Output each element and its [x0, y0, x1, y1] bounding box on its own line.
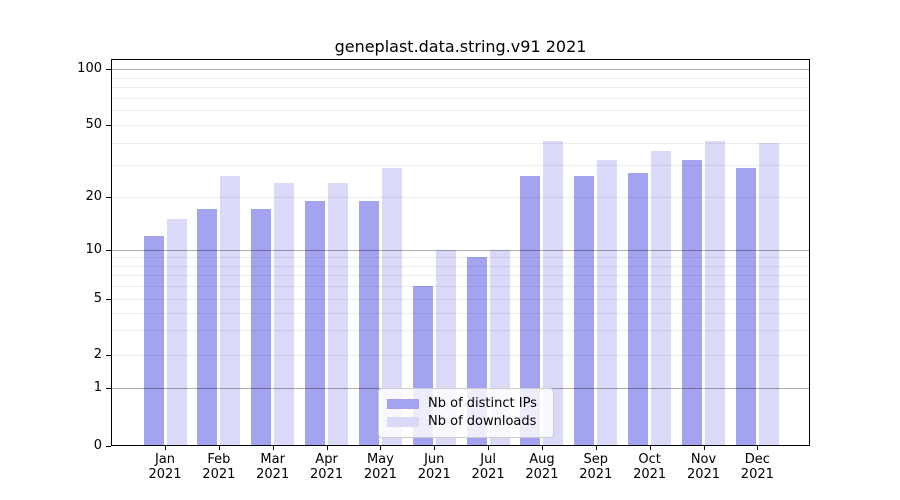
bar-nb-of-downloads-may	[381, 167, 402, 446]
y-tick-label-100: 100	[77, 61, 102, 76]
y-tick-label-50: 50	[85, 117, 102, 132]
y-gridline-minor-7	[112, 275, 809, 277]
x-tick-label-apr: Apr 2021	[310, 452, 344, 482]
legend-swatch-distinct-ips-icon	[387, 399, 419, 409]
bar-nb-of-distinct-ips-oct	[628, 173, 649, 446]
x-tick-mark-aug	[541, 446, 543, 450]
x-tick-mark-oct	[649, 446, 651, 450]
x-tick-mark-jul	[488, 446, 490, 450]
y-gridline-minor-6	[112, 286, 809, 288]
bar-nb-of-downloads-jan	[166, 218, 187, 446]
bar-nb-of-distinct-ips-jan	[143, 236, 164, 446]
x-tick-label-oct: Oct 2021	[633, 452, 667, 482]
legend-label-downloads: Nb of downloads	[428, 414, 537, 429]
x-tick-label-feb: Feb 2021	[202, 452, 236, 482]
legend-swatch-downloads-icon	[387, 417, 419, 427]
bar-nb-of-distinct-ips-nov	[682, 160, 702, 446]
x-tick-label-dec: Dec 2021	[740, 452, 774, 482]
chart-title: geneplast.data.string.v91 2021	[334, 37, 587, 56]
y-gridline-minor-80	[112, 87, 809, 89]
y-tick-mark-2	[106, 355, 111, 356]
y-gridline-minor-3	[112, 330, 809, 332]
y-tick-label-20: 20	[85, 189, 102, 204]
y-tick-label-2: 2	[93, 347, 102, 362]
y-gridline-minor-70	[112, 97, 809, 99]
bar-nb-of-downloads-feb	[220, 176, 241, 446]
y-tick-label-10: 10	[85, 242, 102, 257]
y-tick-label-1: 1	[93, 380, 102, 395]
bar-nb-of-downloads-nov	[705, 140, 725, 446]
y-tick-mark-100	[106, 69, 111, 70]
y-gridline-minor-40	[112, 142, 809, 144]
y-tick-mark-10	[106, 250, 111, 251]
y-tick-label-5: 5	[93, 291, 102, 306]
x-tick-label-may: May 2021	[363, 452, 397, 482]
bar-nb-of-distinct-ips-apr	[305, 200, 326, 446]
y-gridline-minor-9	[112, 257, 809, 259]
y-gridline-minor-60	[112, 110, 809, 112]
y-gridline-minor-50	[112, 125, 809, 126]
x-tick-label-mar: Mar 2021	[256, 452, 290, 482]
y-tick-mark-5	[106, 299, 111, 300]
y-gridline-minor-2	[112, 355, 809, 356]
y-tick-mark-20	[106, 197, 111, 198]
bar-nb-of-downloads-mar	[274, 182, 295, 446]
y-tick-mark-1	[106, 388, 111, 389]
x-tick-label-sep: Sep 2021	[579, 452, 613, 482]
bar-nb-of-downloads-apr	[328, 182, 349, 446]
x-tick-mark-feb	[218, 446, 220, 450]
bar-nb-of-distinct-ips-dec	[735, 167, 756, 446]
legend: Nb of distinct IPs Nb of downloads	[378, 388, 554, 438]
x-tick-label-jan: Jan 2021	[148, 452, 182, 482]
bar-nb-of-distinct-ips-aug	[520, 176, 541, 446]
bar-nb-of-distinct-ips-mar	[251, 209, 272, 446]
x-tick-mark-jun	[434, 446, 436, 450]
y-tick-label-0: 0	[93, 437, 102, 453]
bar-nb-of-downloads-dec	[758, 142, 779, 446]
y-gridline-major-100	[112, 69, 809, 70]
x-tick-label-aug: Aug 2021	[525, 452, 559, 482]
y-gridline-minor-90	[112, 77, 809, 79]
y-gridline-minor-20	[112, 197, 809, 198]
bar-nb-of-downloads-oct	[651, 150, 672, 446]
bar-nb-of-downloads-aug	[543, 140, 564, 446]
x-tick-label-nov: Nov 2021	[686, 452, 721, 482]
x-tick-label-jul: Jul 2021	[471, 452, 505, 482]
x-tick-mark-may	[380, 446, 382, 450]
y-gridline-minor-30	[112, 165, 809, 167]
x-tick-mark-nov	[703, 446, 705, 450]
x-tick-mark-mar	[272, 446, 274, 450]
y-gridline-minor-5	[112, 299, 809, 300]
legend-label-distinct-ips: Nb of distinct IPs	[428, 396, 537, 411]
y-tick-mark-50	[106, 125, 111, 126]
bar-nb-of-distinct-ips-feb	[197, 209, 218, 446]
y-tick-mark-0	[106, 445, 111, 447]
legend-item-distinct-ips: Nb of distinct IPs	[387, 395, 545, 413]
y-gridline-minor-8	[112, 265, 809, 267]
x-tick-mark-apr	[326, 446, 328, 450]
x-tick-mark-dec	[757, 446, 759, 450]
x-tick-label-jun: Jun 2021	[417, 452, 451, 482]
bar-nb-of-distinct-ips-sep	[574, 176, 595, 446]
x-tick-mark-jan	[165, 446, 166, 450]
legend-item-downloads: Nb of downloads	[387, 413, 545, 431]
y-gridline-major-10	[112, 250, 809, 251]
y-gridline-minor-4	[112, 312, 809, 314]
bar-nb-of-downloads-sep	[597, 160, 618, 446]
bar-nb-of-distinct-ips-may	[358, 200, 379, 446]
x-tick-mark-sep	[595, 446, 597, 450]
